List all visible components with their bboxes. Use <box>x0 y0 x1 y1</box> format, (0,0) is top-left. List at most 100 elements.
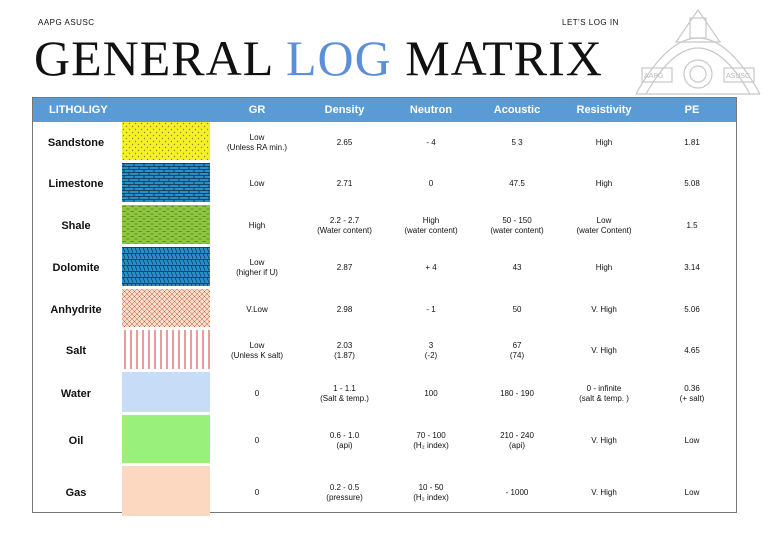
resistivity-value-line: V. High <box>591 304 617 314</box>
lithology-name: Salt <box>65 345 87 357</box>
gr-value-line: V.Low <box>246 304 268 314</box>
lithology-name: Sandstone <box>47 136 105 149</box>
cell-acoustic: 210 - 240 (api) <box>474 415 560 466</box>
lithology-name: Shale <box>61 220 91 232</box>
cell-gr: 0 <box>213 466 301 519</box>
dots-yellow-pattern <box>122 122 210 160</box>
cell-neutron: - 4 <box>388 122 474 163</box>
gr-value-line: (Unless K salt) <box>231 351 284 360</box>
table-row: Dolomite Low (higher if U) 2.87 + 4 43 High 3.1… <box>33 247 736 289</box>
resistivity-value-line: High <box>595 137 613 147</box>
cell-resistivity: High <box>560 163 648 205</box>
pe-value-line: Low <box>684 487 700 497</box>
lithology-pattern-swatch <box>119 466 213 519</box>
lithology-name: Limestone <box>48 178 104 190</box>
density-value-line: 0.2 - 0.5 <box>329 482 360 492</box>
cell-gr: High <box>213 205 301 247</box>
log-matrix-table: LITHOLIGY GR Density Neutron Acoustic Resisti… <box>32 97 737 516</box>
cell-resistivity: V. High <box>560 289 648 330</box>
acoustic-value-line: 50 - 150 <box>502 216 532 225</box>
column-header-neutron: Neutron <box>409 104 453 116</box>
cell-resistivity: High <box>560 122 648 163</box>
lithology-name: Dolomite <box>52 262 100 274</box>
cell-acoustic: 43 <box>474 247 560 289</box>
gr-value-line: Low <box>249 341 265 350</box>
column-header-litholigy: LITHOLIGY <box>49 104 108 116</box>
cell-acoustic: 67 (74) <box>474 330 560 372</box>
pe-value-line: (+ salt) <box>679 393 705 403</box>
cell-pe: 1.81 <box>648 122 736 163</box>
neutron-value-line: (-2) <box>424 351 438 360</box>
gr-value-line: Low <box>249 179 265 188</box>
acoustic-value-line: - 1000 <box>505 487 529 497</box>
cell-pe: 4.65 <box>648 330 736 372</box>
cell-pe: 0.36 (+ salt) <box>648 372 736 415</box>
cell-resistivity: Low (water Content) <box>560 205 648 247</box>
cell-gr: 0 <box>213 372 301 415</box>
seal-text-left: AAPG <box>644 73 663 80</box>
cell-gr: 0 <box>213 415 301 466</box>
lines-red-pattern <box>122 330 210 369</box>
cell-pe: 3.14 <box>648 247 736 289</box>
pe-value-line: 5.06 <box>684 304 700 314</box>
acoustic-value-line: (74) <box>509 351 525 360</box>
page-title: GENERAL LOG MATRIX <box>34 30 603 86</box>
cell-resistivity: V. High <box>560 330 648 372</box>
cell-neutron: High (water content) <box>388 205 474 247</box>
dashes-green-pattern <box>122 205 210 244</box>
neutron-value-line: - 4 <box>426 137 436 147</box>
acoustic-value-line: 50 <box>512 304 522 314</box>
cell-density: 0.2 - 0.5 (pressure) <box>301 466 388 519</box>
gr-value-line: Low <box>249 132 265 142</box>
table-row: Anhydrite V.Low 2.98 - 1 50 V. High 5.06 <box>33 289 736 330</box>
cell-density: 1 - 1.1 (Salt & temp.) <box>301 372 388 415</box>
cell-resistivity: V. High <box>560 415 648 466</box>
cell-gr: V.Low <box>213 289 301 330</box>
gr-value-line: (Unless RA min.) <box>227 142 288 152</box>
table-row: Limestone Low 2.71 0 47.5 High 5.08 <box>33 163 736 205</box>
resistivity-value-line: 0 - infinite <box>586 383 622 393</box>
resistivity-value-line: (salt & temp. ) <box>579 393 629 403</box>
cell-pe: 5.06 <box>648 289 736 330</box>
resistivity-value-line: V. High <box>591 487 617 497</box>
density-value-line: 2.87 <box>336 263 353 272</box>
tagline: LET'S LOG IN <box>562 18 619 27</box>
resistivity-value-line: Low <box>596 216 612 225</box>
title-word-matrix: MATRIX <box>405 30 603 86</box>
lithology-name: Anhydrite <box>50 303 102 316</box>
cell-pe: Low <box>648 466 736 519</box>
pe-value-line: 5.08 <box>684 179 700 188</box>
table-row: Water 0 1 - 1.1 (Salt & temp.) 100 180 - 190 0… <box>33 372 736 415</box>
neutron-value-line: - 1 <box>426 304 436 314</box>
solid-lightblue-pattern <box>122 372 210 412</box>
cell-density: 2.65 <box>301 122 388 163</box>
column-header-density: Density <box>324 104 365 116</box>
lithology-pattern-swatch <box>119 415 213 466</box>
cell-density: 2.2 - 2.7 (Water content) <box>301 205 388 247</box>
lithology-pattern-swatch <box>119 289 213 330</box>
density-value-line: 0.6 - 1.0 <box>329 430 360 440</box>
cell-resistivity: 0 - infinite (salt & temp. ) <box>560 372 648 415</box>
cell-neutron: 70 - 100 (H₂ index) <box>388 415 474 466</box>
solid-peach-pattern <box>122 466 210 516</box>
column-header-gr: GR <box>248 104 266 116</box>
cell-pe: Low <box>648 415 736 466</box>
density-value-line: 2.71 <box>336 179 353 188</box>
resistivity-value-line: High <box>595 179 613 188</box>
cell-acoustic: 50 <box>474 289 560 330</box>
gr-value-line: 0 <box>254 435 260 445</box>
cell-gr: Low <box>213 163 301 205</box>
column-header-resistivity: Resistivity <box>576 104 632 116</box>
org-label: AAPG ASUSC <box>38 18 95 27</box>
pe-value-line: 4.65 <box>684 346 700 355</box>
cell-density: 0.6 - 1.0 (api) <box>301 415 388 466</box>
table-header-row: LITHOLIGY GR Density Neutron Acoustic Resisti… <box>33 98 737 122</box>
column-header-pe: PE <box>684 104 700 116</box>
density-value-line: 2.2 - 2.7 <box>329 216 360 225</box>
acoustic-value-line: (api) <box>509 440 526 450</box>
lithology-pattern-swatch <box>119 372 213 415</box>
solid-green-pattern <box>122 415 210 463</box>
neutron-value-line: (H₂ index) <box>413 492 449 502</box>
rhomb-blue-pattern <box>122 247 210 286</box>
cell-density: 2.71 <box>301 163 388 205</box>
